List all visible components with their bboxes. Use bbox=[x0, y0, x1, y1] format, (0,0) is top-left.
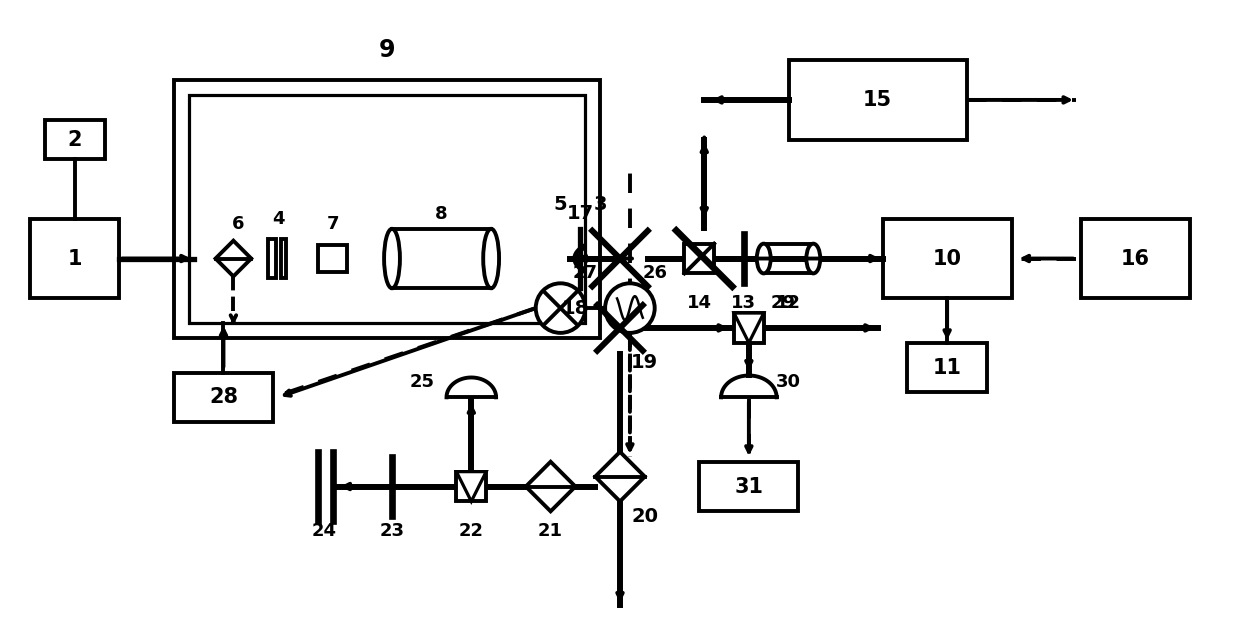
Text: 22: 22 bbox=[459, 522, 484, 540]
Polygon shape bbox=[526, 462, 575, 511]
Circle shape bbox=[536, 283, 585, 333]
Text: 30: 30 bbox=[776, 373, 801, 392]
Bar bbox=[1081, 219, 1190, 298]
Text: 3: 3 bbox=[594, 195, 606, 214]
Polygon shape bbox=[456, 471, 486, 501]
Ellipse shape bbox=[756, 244, 771, 274]
Text: 15: 15 bbox=[863, 90, 893, 110]
Bar bbox=[45, 120, 104, 160]
Text: 24: 24 bbox=[312, 522, 337, 540]
Text: 17: 17 bbox=[567, 204, 594, 223]
Text: 18: 18 bbox=[562, 299, 589, 318]
Text: 13: 13 bbox=[732, 294, 756, 312]
Bar bbox=[883, 219, 1012, 298]
Text: 16: 16 bbox=[1121, 249, 1149, 269]
Bar bbox=[30, 219, 119, 298]
Text: 26: 26 bbox=[642, 264, 667, 283]
Bar bbox=[188, 95, 585, 323]
Polygon shape bbox=[595, 452, 645, 501]
Text: 10: 10 bbox=[932, 249, 962, 269]
Ellipse shape bbox=[384, 229, 401, 288]
Text: 5: 5 bbox=[554, 195, 568, 214]
Text: 28: 28 bbox=[210, 387, 238, 407]
Text: 23: 23 bbox=[379, 522, 404, 540]
Polygon shape bbox=[734, 313, 764, 343]
Text: 8: 8 bbox=[435, 205, 448, 223]
Bar bbox=[281, 239, 286, 278]
Bar bbox=[317, 244, 347, 272]
Text: 25: 25 bbox=[409, 373, 434, 392]
Text: 1: 1 bbox=[67, 249, 82, 269]
Bar bbox=[699, 462, 799, 511]
Ellipse shape bbox=[484, 229, 498, 288]
Bar bbox=[734, 313, 764, 343]
Text: 31: 31 bbox=[734, 477, 764, 496]
Text: 2: 2 bbox=[67, 130, 82, 149]
Ellipse shape bbox=[806, 244, 820, 274]
Polygon shape bbox=[216, 241, 252, 276]
Text: 7: 7 bbox=[326, 215, 339, 233]
Text: 14: 14 bbox=[687, 294, 712, 312]
Circle shape bbox=[605, 283, 655, 333]
Text: 11: 11 bbox=[932, 357, 962, 378]
Text: 9: 9 bbox=[378, 38, 396, 63]
Bar bbox=[268, 239, 277, 278]
Text: 27: 27 bbox=[573, 264, 598, 283]
Text: 6: 6 bbox=[232, 215, 244, 233]
Bar bbox=[908, 343, 987, 392]
Bar bbox=[764, 244, 813, 274]
Text: 4: 4 bbox=[272, 210, 284, 228]
Text: 21: 21 bbox=[538, 522, 563, 540]
Bar bbox=[684, 244, 714, 274]
Bar bbox=[789, 60, 967, 140]
Bar bbox=[456, 471, 486, 501]
Bar bbox=[174, 373, 273, 422]
Text: 12: 12 bbox=[776, 294, 801, 312]
Text: 29: 29 bbox=[771, 294, 796, 312]
Text: 20: 20 bbox=[631, 507, 658, 526]
Text: 19: 19 bbox=[631, 353, 658, 372]
Bar bbox=[392, 229, 491, 288]
Bar bbox=[174, 80, 600, 338]
